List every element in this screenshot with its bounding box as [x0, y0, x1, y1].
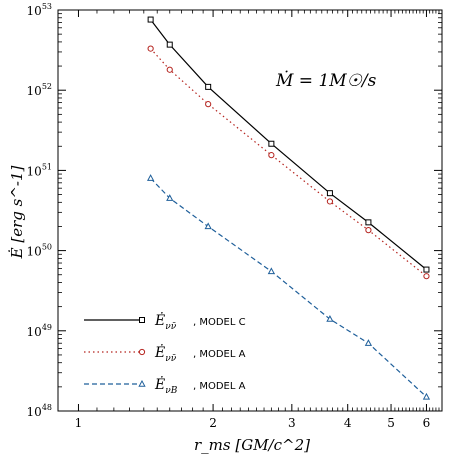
series-line [150, 177, 427, 398]
x-tick-label: 4 [344, 416, 352, 430]
data-point [268, 140, 275, 147]
data-point [147, 45, 154, 52]
legend-model-label: , MODEL A [193, 381, 246, 392]
legend-item: Ėνν̄ , MODEL A [84, 343, 246, 364]
series-layer [146, 16, 431, 400]
x-tick-label: 2 [209, 416, 217, 430]
plot-area [57, 9, 443, 412]
data-point [326, 190, 333, 197]
data-point [326, 198, 334, 205]
y-tick-label: 1053 [27, 2, 52, 18]
x-tick-label: 5 [387, 416, 395, 430]
y-tick-label: 1048 [27, 403, 52, 419]
x-axis-title: r_ms [GM/c^2] [194, 436, 310, 454]
legend-symbol: Ėνν̄ [154, 343, 177, 364]
mass-accretion-annotation: Ṁ = 1M☉/s [275, 70, 377, 91]
legend-marker [139, 317, 145, 323]
legend-model-label: , MODEL A [193, 349, 246, 360]
x-tick-label: 6 [423, 416, 431, 430]
data-point [166, 41, 173, 48]
legend: Ėνν̄ , MODEL C Ėνν̄ , MODEL A ĖνB , MODEL A [84, 311, 246, 396]
legend-model-label: , MODEL C [193, 317, 246, 328]
data-point [204, 222, 212, 230]
data-point [364, 339, 373, 346]
y-tick-label: 1051 [27, 162, 52, 178]
y-tick-label: 1049 [27, 323, 52, 339]
data-point [326, 315, 334, 322]
data-point [147, 16, 154, 23]
data-point [422, 392, 431, 400]
data-point [166, 194, 174, 201]
x-tick-label: 1 [75, 416, 83, 430]
legend-marker [138, 379, 146, 387]
y-tick-label: 1052 [27, 82, 52, 98]
data-point [365, 227, 372, 234]
data-point [166, 66, 173, 73]
x-tick-label: 3 [288, 416, 296, 430]
series-line [150, 19, 427, 271]
legend-item: Ėνν̄ , MODEL C [84, 311, 246, 332]
axis-ticks: 1 2 3 4 5 6 1048 1049 1050 1051 1052 1053 [27, 2, 442, 430]
legend-symbol: ĖνB [154, 375, 178, 396]
data-point [365, 219, 372, 226]
data-point [423, 266, 430, 273]
legend-item: ĖνB , MODEL A [84, 375, 246, 396]
y-tick-label: 1050 [27, 243, 52, 259]
data-point [205, 101, 212, 108]
series-1 [147, 16, 430, 273]
legend-symbol: Ėνν̄ [154, 311, 177, 332]
data-point [146, 174, 155, 181]
data-point [267, 267, 276, 275]
data-point [423, 273, 430, 280]
series-3 [146, 174, 431, 400]
legend-marker [138, 348, 146, 356]
data-point [205, 83, 212, 90]
series-2 [147, 45, 430, 280]
y-axis-title: Ė [erg s^-1] [8, 165, 26, 259]
data-point [268, 152, 275, 159]
